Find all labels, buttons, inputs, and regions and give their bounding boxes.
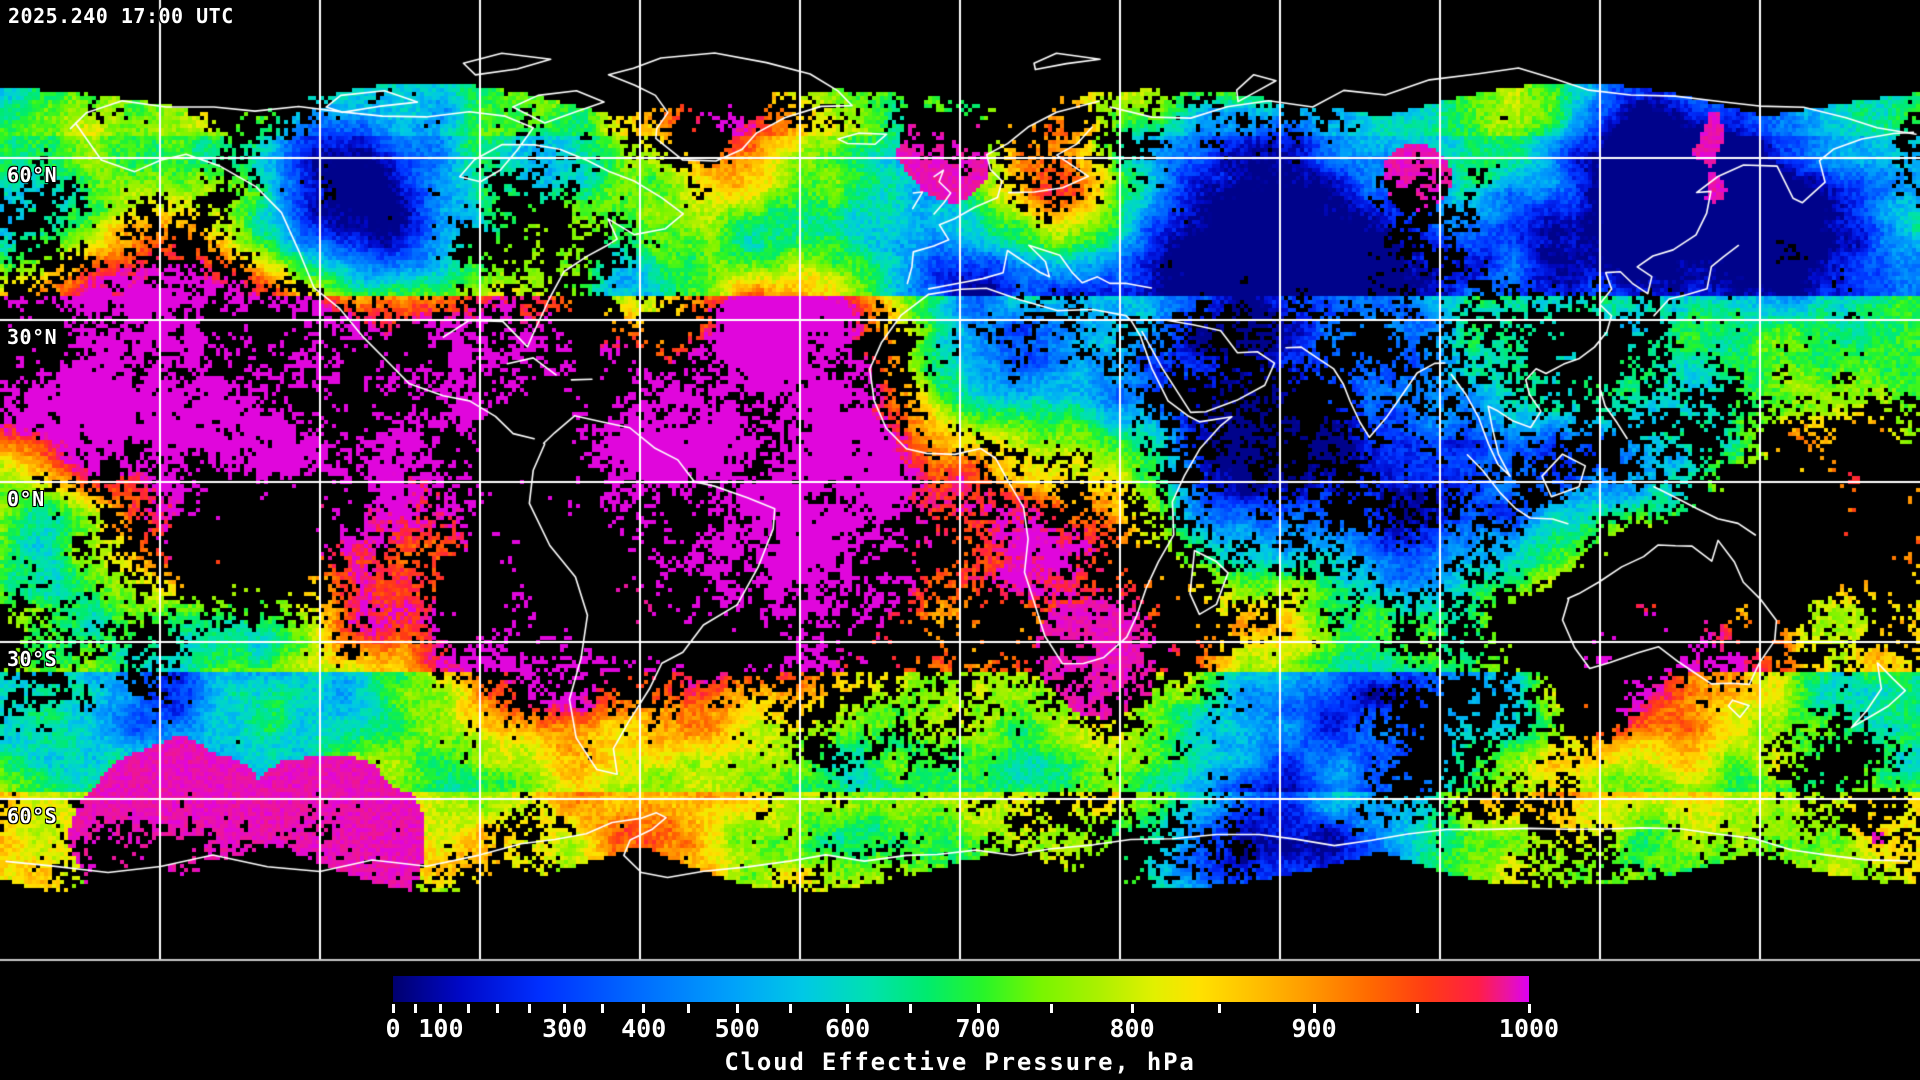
latitude-label: 30°S <box>7 647 58 671</box>
colorbar-tick-label: 500 <box>714 1014 760 1043</box>
timestamp-label: 2025.240 17:00 UTC <box>8 4 234 28</box>
colorbar-tick-label: 0 <box>385 1014 401 1043</box>
colorbar-tick <box>642 1004 646 1013</box>
colorbar-tick-label: 400 <box>621 1014 667 1043</box>
colorbar-tick-label: 600 <box>825 1014 871 1043</box>
colorbar-tick-label: 1000 <box>1498 1014 1560 1043</box>
colorbar-tick <box>466 1004 470 1013</box>
colorbar-tick <box>1312 1004 1316 1013</box>
world-cloud-pressure-map-canvas <box>0 0 1920 962</box>
colorbar-tick <box>1217 1004 1221 1013</box>
colorbar-title: Cloud Effective Pressure, hPa <box>724 1048 1196 1076</box>
colorbar-tick <box>846 1004 850 1013</box>
colorbar-tick <box>1527 1004 1531 1013</box>
colorbar-tick <box>976 1004 980 1013</box>
latitude-label: 60°N <box>7 163 58 187</box>
colorbar-tick <box>1050 1004 1054 1013</box>
colorbar-tick-label: 300 <box>542 1014 588 1043</box>
colorbar-tick <box>563 1004 567 1013</box>
colorbar-tick <box>788 1004 792 1013</box>
colorbar-gradient <box>393 976 1529 1002</box>
colorbar-tick <box>414 1004 418 1013</box>
latitude-label: 30°N <box>7 325 58 349</box>
colorbar-tick <box>528 1004 532 1013</box>
colorbar-tick <box>908 1004 912 1013</box>
colorbar-tick-label: 800 <box>1109 1014 1155 1043</box>
colorbar-tick <box>686 1004 690 1013</box>
colorbar-tick-label: 900 <box>1291 1014 1337 1043</box>
colorbar-tick <box>1415 1004 1419 1013</box>
colorbar-tick <box>439 1004 443 1013</box>
colorbar-tick <box>496 1004 500 1013</box>
colorbar-tick <box>735 1004 739 1013</box>
latitude-label: 60°S <box>7 804 58 828</box>
colorbar-tick-label: 100 <box>418 1014 464 1043</box>
colorbar-tick-label: 700 <box>955 1014 1001 1043</box>
colorbar-tick <box>600 1004 604 1013</box>
latitude-label: 0°N <box>7 487 45 511</box>
colorbar-tick <box>1130 1004 1134 1013</box>
colorbar-tick <box>391 1004 395 1013</box>
